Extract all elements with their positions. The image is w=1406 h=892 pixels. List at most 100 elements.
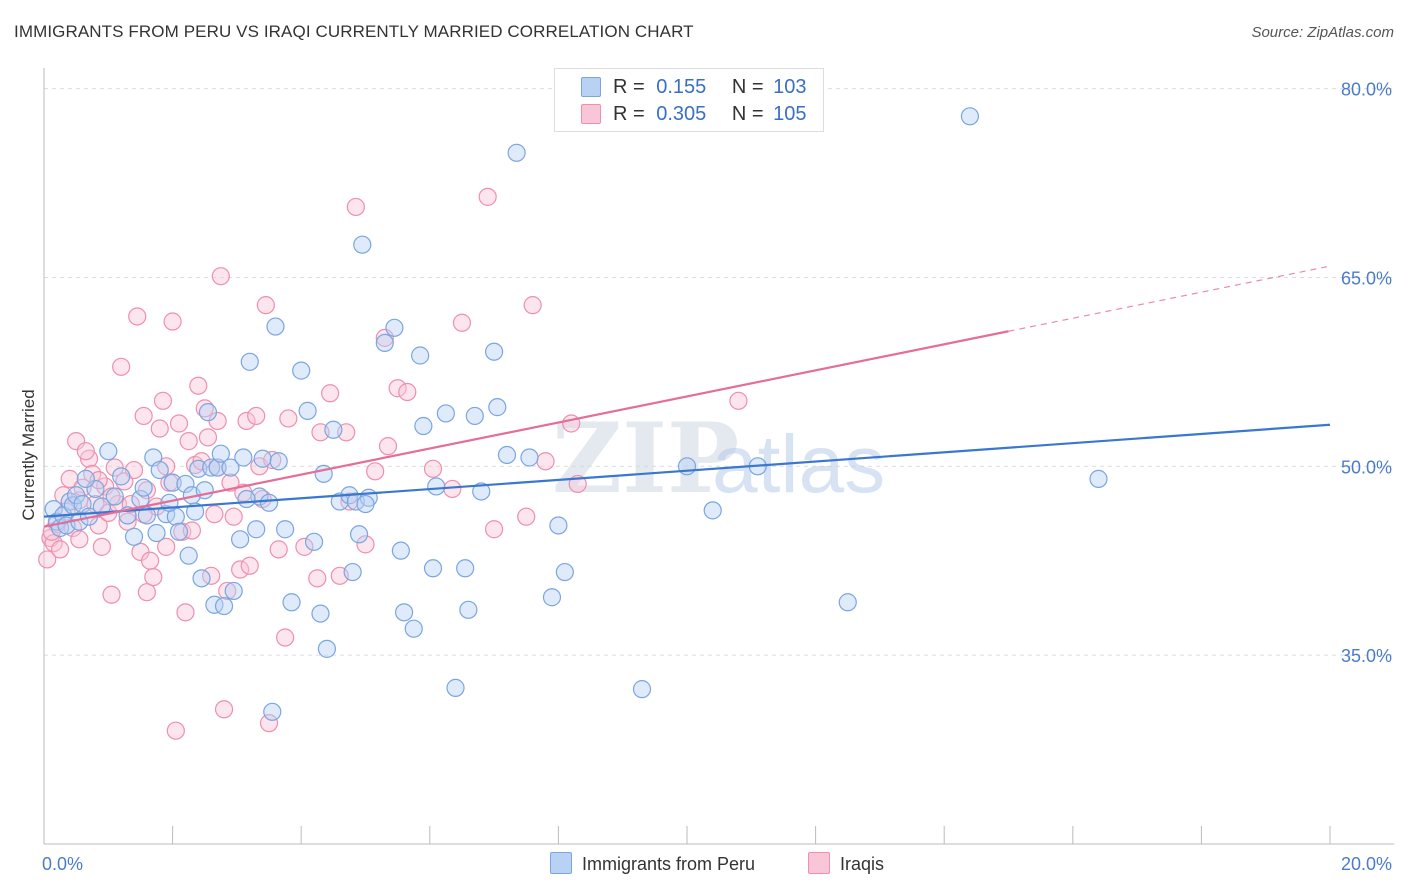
peru-point-94 [838, 593, 857, 612]
peru-point-53 [298, 401, 317, 420]
iraqis-point-27 [128, 307, 147, 326]
iraqis-point-71 [321, 384, 340, 403]
peru-point-62 [343, 562, 362, 582]
peru-point-67 [375, 333, 394, 353]
peru-point-31 [189, 459, 208, 478]
peru-point-48 [259, 493, 279, 512]
iraqis-point-53 [214, 700, 234, 719]
peru-point-92 [703, 501, 722, 520]
peru-point-90 [632, 680, 652, 699]
iraqis-trend-extension [1008, 265, 1331, 332]
iraqis-point-93 [76, 442, 95, 461]
peru-point-42 [234, 448, 253, 467]
peru-point-27 [169, 522, 189, 541]
iraqis-point-66 [276, 628, 295, 647]
peru-point-43 [231, 530, 250, 549]
iraqis-point-104 [70, 530, 89, 549]
iraqis-point-68 [295, 537, 314, 556]
iraqis-point-87 [523, 296, 542, 315]
peru-point-36 [205, 595, 224, 614]
iraqis-point-45 [189, 376, 208, 395]
iraqis-point-30 [137, 583, 156, 602]
peru-point-79 [459, 600, 478, 619]
peru-point-75 [427, 477, 446, 496]
iraqis-point-63 [259, 714, 279, 733]
y-axis-label: Currently Married [19, 389, 38, 520]
legend-swatch-peru [581, 77, 601, 97]
peru-point-98 [356, 494, 375, 514]
peru-point-38 [211, 444, 230, 463]
peru-point-65 [353, 235, 372, 254]
y-tick-label-3: 80.0% [1341, 80, 1392, 100]
iraqis-point-78 [378, 437, 398, 456]
iraqis-point-40 [169, 414, 189, 433]
iraqis-point-16 [92, 537, 111, 556]
iraqis-point-0 [38, 550, 57, 569]
iraqis-point-99 [157, 537, 176, 556]
peru-point-25 [163, 473, 182, 492]
peru-point-96 [1089, 469, 1108, 488]
iraqis-point-38 [163, 312, 182, 331]
peru-point-85 [507, 143, 526, 162]
iraqis-point-86 [517, 507, 536, 526]
iraqis-point-52 [211, 267, 230, 286]
legend-n-value-peru: 103 [773, 76, 807, 98]
correlation-legend: R = 0.155 N = 103 R = 0.305 N = 105 [554, 68, 824, 132]
peru-point-91 [677, 457, 697, 476]
series-legend-peru[interactable]: Immigrants from Peru [550, 852, 755, 876]
iraqis-point-7 [60, 469, 79, 488]
peru-point-73 [414, 416, 433, 436]
watermark: ZIP atlas [552, 402, 885, 515]
iraqis-point-32 [144, 567, 163, 587]
peru-point-50 [269, 452, 288, 471]
peru-point-78 [456, 559, 475, 578]
iraqis-point-85 [485, 520, 504, 539]
y-tick-labels: 35.0% 50.0% 65.0% 80.0% [1341, 80, 1392, 667]
peru-point-80 [465, 406, 484, 426]
iraqis-point-62 [256, 296, 275, 315]
peru-point-32 [192, 569, 211, 588]
peru-point-14 [105, 487, 124, 506]
peru-point-22 [147, 523, 166, 543]
peru-point-34 [198, 403, 218, 422]
trend-lines [43, 265, 1331, 528]
series-swatch-iraqis [808, 852, 830, 874]
iraqis-point-39 [166, 721, 185, 740]
peru-point-59 [324, 420, 343, 439]
peru-point-74 [423, 559, 443, 578]
iraqis-point-83 [452, 313, 472, 332]
iraqis-point-59 [237, 411, 256, 431]
iraqis-point-57 [231, 560, 250, 579]
peru-point-102 [237, 489, 256, 509]
iraqis-point-75 [356, 535, 375, 554]
series-legend: Immigrants from Peru Iraqis [0, 852, 1406, 878]
iraqis-point-43 [179, 432, 198, 451]
peru-point-68 [385, 318, 404, 337]
peru-point-35 [202, 458, 221, 477]
peru-point-13 [99, 442, 118, 461]
iraqis-point-19 [102, 585, 121, 604]
iraqis-point-60 [247, 406, 266, 426]
peru-point-19 [134, 478, 153, 497]
peru-point-49 [266, 317, 285, 336]
legend-swatch-iraqis [581, 104, 601, 124]
iraqis-point-65 [269, 540, 288, 559]
peru-point-40 [221, 458, 240, 477]
peru-point-64 [349, 525, 369, 544]
peru-point-41 [224, 581, 243, 601]
series-legend-iraqis[interactable]: Iraqis [808, 852, 884, 876]
iraqis-point-54 [218, 581, 237, 601]
peru-point-39 [214, 596, 234, 616]
peru-point-97 [263, 702, 282, 721]
legend-r-value-peru: 0.155 [656, 76, 707, 98]
iraqis-point-34 [150, 419, 169, 438]
peru-point-83 [488, 398, 507, 417]
legend-n-label-iraqis: N = [731, 103, 764, 125]
legend-r-label-peru: R = [613, 76, 645, 98]
iraqis-point-22 [112, 357, 131, 376]
legend-text-iraqis: R = 0.305 N = 105 [613, 101, 807, 127]
peru-point-55 [304, 532, 324, 551]
peru-point-29 [179, 546, 198, 565]
peru-point-23 [150, 460, 169, 480]
